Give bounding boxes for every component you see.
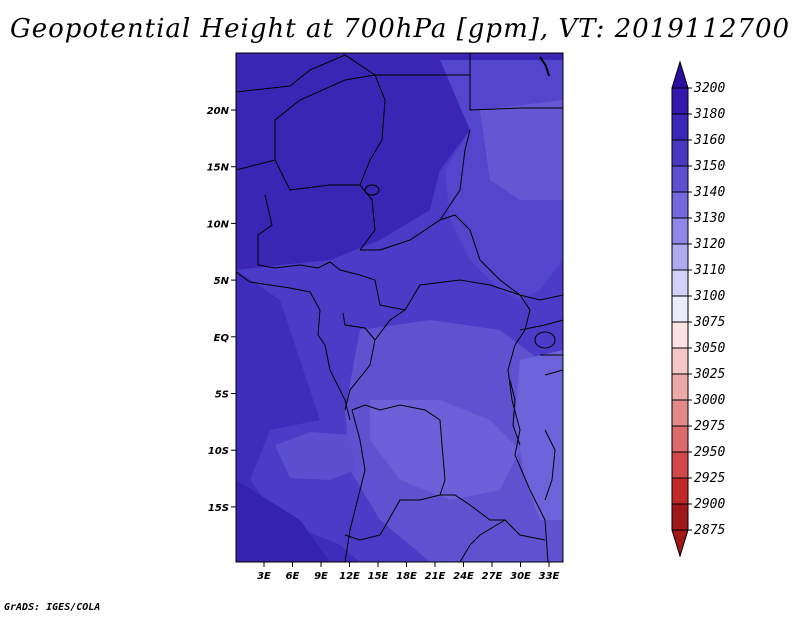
- colorbar-label: 3050: [693, 341, 725, 356]
- colorbar: 3200 3180 3160 3150 3140 3130 3120 3110 3100 3075…: [671, 60, 725, 558]
- colorbar-segment: [671, 451, 689, 479]
- colorbar-segment: [671, 425, 689, 453]
- lat-tick-label: 5N: [214, 276, 230, 287]
- lon-tick-label: 33E: [539, 571, 560, 582]
- colorbar-segment: [671, 503, 689, 531]
- lake-chad: [364, 184, 380, 196]
- colorbar-segment: [671, 113, 689, 141]
- lat-tick-label: 20N: [207, 106, 230, 117]
- colorbar-label: 3110: [693, 263, 725, 278]
- colorbar-label: 3150: [693, 159, 725, 174]
- lon-tick-label: 27E: [482, 571, 503, 582]
- colorbar-segment: [671, 269, 689, 297]
- colorbar-segment: [671, 87, 689, 115]
- colorbar-segment: [671, 191, 689, 219]
- colorbar-segment: [671, 399, 689, 427]
- grads-credit: GrADS: IGES/COLA: [4, 602, 101, 613]
- colorbar-bottom-arrow: [671, 529, 689, 558]
- lat-tick-label: 10N: [207, 219, 230, 230]
- lat-tick-label: 15N: [207, 163, 230, 174]
- lon-tick-label: 30E: [510, 571, 531, 582]
- lake-victoria: [534, 331, 556, 349]
- lon-tick-label: 9E: [314, 571, 328, 582]
- colorbar-label: 3025: [693, 367, 725, 382]
- colorbar-label: 2925: [694, 471, 725, 486]
- longitude-axis: 3E 6E 9E 12E 15E 18E 21E 24E 27E 30E 33E: [257, 562, 560, 582]
- lake-tanganyika: [509, 379, 521, 446]
- field-light-southwest: [275, 432, 355, 480]
- lat-tick-label: 15S: [208, 503, 229, 514]
- colorbar-label: 3130: [693, 211, 725, 226]
- colorbar-segment: [671, 321, 689, 349]
- map-frame: [235, 52, 564, 563]
- colorbar-label: 2950: [694, 445, 725, 460]
- colorbar-segment: [671, 139, 689, 167]
- field-lighter-central: [370, 400, 520, 500]
- colorbar-segment: [671, 243, 689, 271]
- map-title: Geopotential Height at 700hPa [gpm], VT:…: [9, 14, 791, 44]
- lon-tick-label: 15E: [368, 571, 389, 582]
- lat-tick-label: EQ: [214, 333, 230, 344]
- lon-tick-label: 24E: [453, 571, 474, 582]
- colorbar-label: 2975: [694, 419, 725, 434]
- lon-tick-label: 21E: [425, 571, 446, 582]
- colorbar-segment: [671, 477, 689, 505]
- lon-tick-label: 3E: [257, 571, 271, 582]
- colorbar-segment: [671, 347, 689, 375]
- colorbar-label: 3160: [693, 133, 725, 148]
- sinai-coast: [539, 56, 550, 77]
- colorbar-label: 2900: [694, 497, 725, 512]
- colorbar-segment: [671, 373, 689, 401]
- geopotential-field: [236, 53, 563, 562]
- colorbar-label: 3075: [693, 315, 725, 330]
- lakes: [364, 56, 556, 501]
- latitude-axis: 20N 15N 10N 5N EQ 5S 10S 15S: [207, 106, 236, 514]
- field-lighter-northeast: [480, 100, 563, 200]
- colorbar-label: 3140: [693, 185, 725, 200]
- colorbar-segment: [671, 217, 689, 245]
- colorbar-label: 3100: [693, 289, 725, 304]
- colorbar-label: 3200: [693, 81, 725, 96]
- lon-tick-label: 6E: [286, 571, 300, 582]
- lake-malawi: [544, 429, 556, 501]
- field-deep-southwest: [236, 270, 360, 562]
- colorbar-label: 2875: [694, 523, 725, 538]
- colorbar-top-arrow: [671, 60, 689, 89]
- colorbar-label: 3000: [693, 393, 725, 408]
- colorbar-segment: [671, 295, 689, 323]
- country-borders: [236, 53, 563, 562]
- colorbar-segment: [671, 165, 689, 193]
- field-deeper-southwest: [236, 480, 330, 562]
- lon-tick-label: 12E: [339, 571, 360, 582]
- field-lighter-east: [515, 350, 563, 520]
- lat-tick-label: 5S: [215, 390, 229, 401]
- lat-tick-label: 10S: [208, 446, 229, 457]
- colorbar-label: 3120: [693, 237, 725, 252]
- lon-tick-label: 18E: [396, 571, 417, 582]
- colorbar-label: 3180: [693, 107, 725, 122]
